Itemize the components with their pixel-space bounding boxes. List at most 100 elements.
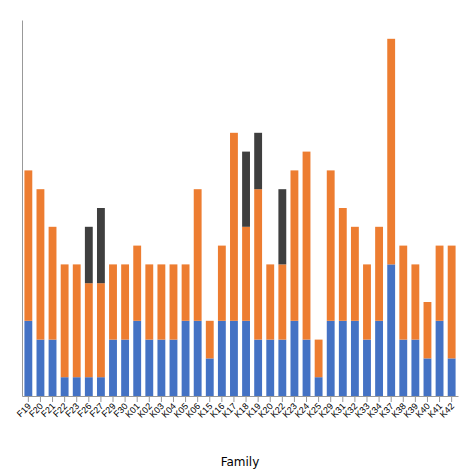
bar-segment [133, 321, 141, 396]
bar-segment [145, 264, 153, 339]
x-tick-mark [379, 396, 380, 402]
bar-segment [37, 189, 45, 190]
x-axis-title: Family [221, 455, 260, 469]
bar-segment [266, 264, 274, 265]
bar-segment [182, 264, 190, 320]
x-tick-mark [451, 396, 452, 402]
plot: F19F20F21F22F23F26F27F29F30K01K02K03K04K… [15, 21, 459, 420]
x-tick-mark [125, 396, 126, 402]
bar-segment [49, 340, 57, 396]
x-tick-mark [294, 396, 295, 402]
bar-segment [315, 377, 323, 396]
bar-segment [290, 321, 298, 396]
bar-segment [97, 208, 105, 283]
bar-segment [424, 302, 432, 303]
bar-segment [242, 152, 250, 227]
bar-segment [170, 264, 178, 265]
bar-segment [254, 340, 262, 396]
x-tick-mark [306, 396, 307, 402]
bar-segment [290, 170, 298, 171]
bar-segment [375, 321, 383, 396]
bar-segment [170, 264, 178, 339]
bar-segment [436, 246, 444, 321]
bar-segment [339, 321, 347, 396]
bar-segment [157, 340, 165, 396]
bar-segment [157, 264, 165, 339]
x-tick-mark [52, 396, 53, 402]
bar-segment [387, 264, 395, 396]
x-tick-mark [233, 396, 234, 402]
bar-segment [24, 170, 32, 320]
bar-segment [266, 340, 274, 396]
bar-segment [206, 320, 214, 321]
chart-container: F19F20F21F22F23F26F27F29F30K01K02K03K04K… [0, 0, 474, 474]
x-tick-mark [354, 396, 355, 402]
bar-segment [145, 340, 153, 396]
x-tick-mark [415, 396, 416, 402]
bar-segment [303, 340, 311, 396]
bar-segment [97, 377, 105, 396]
x-tick-label: K42 [438, 401, 456, 419]
bar-segment [387, 39, 395, 265]
y-axis-line [22, 21, 23, 397]
bar-segment [230, 132, 238, 133]
x-tick-mark [161, 396, 162, 402]
x-tick: K42 [438, 396, 456, 420]
x-tick-mark [270, 396, 271, 402]
bar-segment [411, 264, 419, 339]
bar-segment [61, 264, 69, 377]
bar-segment [278, 189, 286, 264]
bar-segment [73, 264, 81, 377]
bar-segment [315, 339, 323, 340]
bar-segment [303, 151, 311, 152]
bar-segment [363, 340, 371, 396]
bar-segment [448, 358, 456, 396]
bar-segment [424, 358, 432, 396]
bar-segment [399, 340, 407, 396]
x-tick-mark [282, 396, 283, 402]
x-tick-mark [246, 396, 247, 402]
bar-segment [61, 377, 69, 396]
bar-segment [194, 189, 202, 190]
bar-segment [230, 321, 238, 396]
x-tick-mark [197, 396, 198, 402]
x-tick-mark [330, 396, 331, 402]
bar-segment [85, 283, 93, 377]
bar-segment [375, 226, 383, 227]
x-axis-line [23, 396, 459, 397]
bar-segment [411, 340, 419, 396]
bar-segment [218, 246, 226, 321]
bar-segment [49, 226, 57, 227]
bars [24, 39, 455, 396]
bar-segment [97, 283, 105, 377]
series [24, 264, 455, 396]
series [85, 133, 286, 283]
bar-segment [266, 264, 274, 339]
bar-segment [278, 264, 286, 339]
series [24, 39, 455, 377]
bar-segment [218, 245, 226, 246]
bar-segment [363, 264, 371, 339]
bar-segment [109, 264, 117, 339]
x-tick-mark [88, 396, 89, 402]
y-axis [22, 21, 23, 397]
x-tick-mark [391, 396, 392, 402]
x-tick-mark [427, 396, 428, 402]
bar-segment [182, 321, 190, 396]
bar-segment [194, 321, 202, 396]
bar-segment [170, 340, 178, 396]
bar-segment [254, 133, 262, 189]
bar-segment [448, 246, 456, 359]
bar-segment [399, 245, 407, 246]
x-tick-mark [342, 396, 343, 402]
bar-segment [411, 264, 419, 265]
x-tick-mark [28, 396, 29, 402]
bar-segment [133, 246, 141, 321]
bar-segment [327, 321, 335, 396]
bar-segment [339, 208, 347, 321]
x-axis: F19F20F21F22F23F26F27F29F30K01K02K03K04K… [15, 396, 459, 420]
bar-segment [49, 227, 57, 340]
bar-segment [182, 264, 190, 265]
bar-segment [351, 321, 359, 396]
bar-segment [375, 227, 383, 321]
